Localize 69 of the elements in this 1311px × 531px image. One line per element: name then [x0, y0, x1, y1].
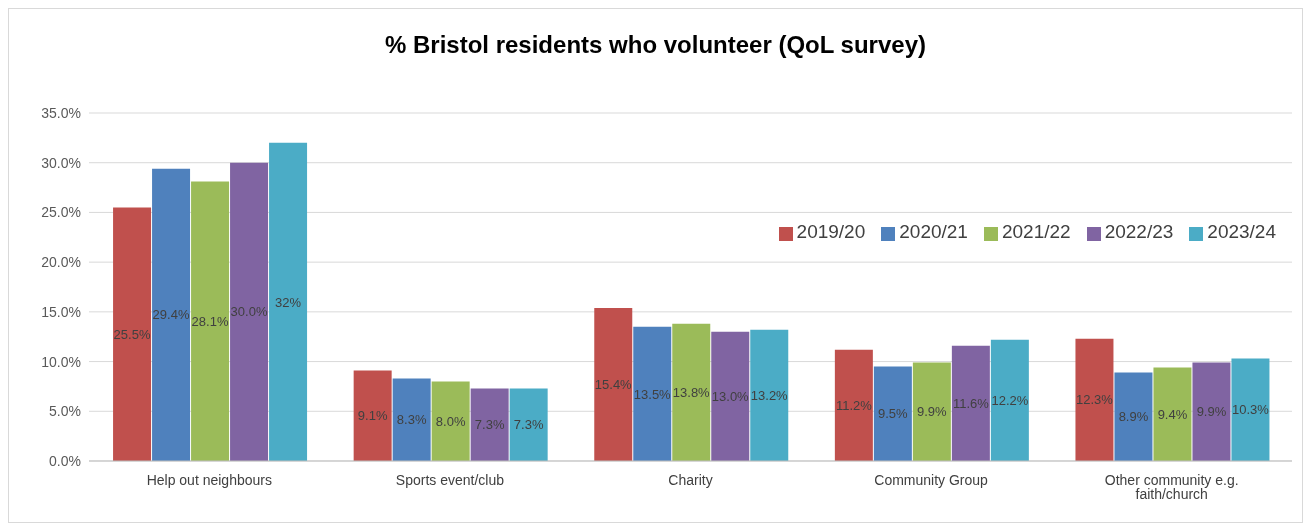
- bar: [269, 142, 308, 461]
- bar: [113, 207, 152, 461]
- data-label: 13.0%: [711, 388, 750, 404]
- legend-label: 2023/24: [1207, 221, 1276, 242]
- data-label: 9.1%: [357, 408, 388, 424]
- y-tick-label: 25.0%: [41, 204, 81, 221]
- bar: [509, 388, 548, 461]
- bar: [431, 381, 470, 461]
- bar: [711, 331, 750, 461]
- data-label: 11.6%: [952, 395, 990, 411]
- data-label: 13.2%: [750, 387, 789, 403]
- bar: [1192, 362, 1231, 461]
- legend-label: 2019/20: [796, 221, 866, 242]
- bar: [672, 323, 711, 461]
- legend-label: 2020/21: [899, 221, 968, 242]
- x-tick-label: Other community e.g. faith/church: [1104, 471, 1239, 502]
- bar: [1075, 338, 1114, 461]
- data-label: 9.9%: [1196, 404, 1227, 420]
- bar: [1114, 372, 1153, 461]
- bar: [594, 307, 633, 461]
- data-label: 30.0%: [230, 304, 268, 320]
- bar: [470, 388, 509, 461]
- data-label: 29.4%: [152, 307, 190, 323]
- x-tick-label: Charity: [668, 471, 713, 488]
- y-tick-label: 15.0%: [41, 303, 81, 320]
- bar: [353, 370, 392, 461]
- legend-label: 2021/22: [1001, 221, 1071, 242]
- bar: [912, 362, 951, 461]
- data-label: 8.0%: [435, 413, 466, 429]
- x-tick-label: Sports event/club: [395, 471, 505, 488]
- x-tick-label: Community Group: [874, 471, 989, 488]
- bar: [990, 339, 1029, 461]
- y-tick-label: 20.0%: [41, 254, 81, 271]
- data-label: 12.3%: [1076, 392, 1114, 408]
- y-tick-label: 10.0%: [41, 353, 81, 370]
- data-label: 32%: [275, 294, 302, 310]
- y-tick-label: 0.0%: [49, 452, 81, 469]
- bar: [834, 349, 873, 461]
- bar: [191, 181, 230, 461]
- y-tick-label: 5.0%: [49, 403, 81, 420]
- bar: [152, 168, 191, 461]
- legend-label: 2022/23: [1104, 221, 1174, 242]
- data-label: 28.1%: [191, 313, 229, 329]
- data-label: 7.3%: [513, 417, 544, 433]
- data-label: 25.5%: [113, 326, 151, 342]
- y-tick-label: 30.0%: [41, 154, 81, 171]
- bar: [951, 345, 990, 461]
- data-label: 8.3%: [396, 412, 427, 428]
- data-label: 9.4%: [1157, 406, 1188, 422]
- data-label: 15.4%: [594, 377, 633, 393]
- bar: [1153, 367, 1192, 461]
- bar: [1231, 358, 1270, 461]
- chart-title: % Bristol residents who volunteer (QoL survey): [384, 31, 927, 60]
- bar: [750, 329, 789, 461]
- data-label: 8.9%: [1118, 409, 1149, 425]
- data-label: 7.3%: [474, 417, 505, 433]
- data-label: 10.3%: [1232, 402, 1270, 418]
- data-label: 13.8%: [672, 385, 711, 401]
- bar: [633, 326, 672, 461]
- data-label: 9.9%: [917, 404, 948, 420]
- bar: [230, 162, 269, 461]
- bar: [873, 366, 912, 461]
- bar: [392, 378, 431, 461]
- data-label: 9.5%: [878, 406, 909, 422]
- data-label: 11.2%: [835, 397, 873, 413]
- x-tick-label: Help out neighbours: [146, 471, 272, 488]
- y-tick-label: 35.0%: [41, 104, 81, 121]
- data-label: 12.2%: [991, 392, 1029, 408]
- data-label: 13.5%: [633, 386, 672, 402]
